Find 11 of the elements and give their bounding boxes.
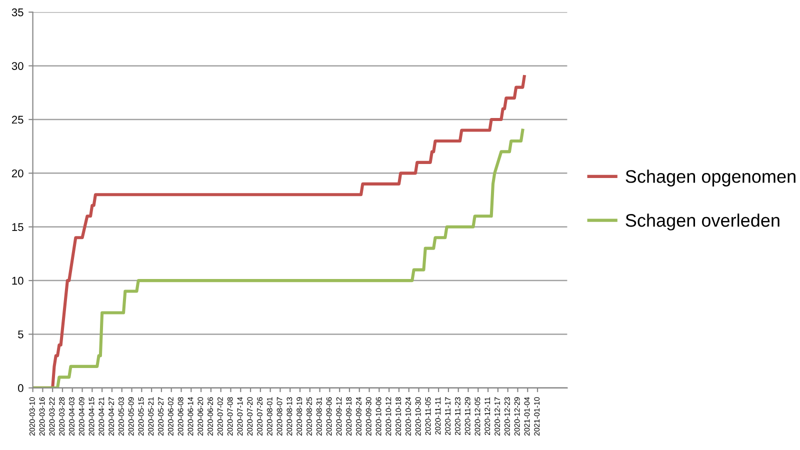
y-tick-label: 30 xyxy=(12,62,24,70)
legend-label: Schagen overleden xyxy=(626,214,780,230)
line-series xyxy=(32,128,524,388)
y-tick-label: 20 xyxy=(12,169,24,178)
legend-label: Schagen opgenomen xyxy=(626,170,796,186)
y-tick-label: 10 xyxy=(12,276,24,285)
y-tick-label: 15 xyxy=(12,223,24,231)
y-tick-label: 5 xyxy=(18,330,24,338)
y-tick-label: 35 xyxy=(12,8,24,16)
y-tick-label: 25 xyxy=(12,116,24,124)
y-tick-label: 0 xyxy=(18,384,24,392)
